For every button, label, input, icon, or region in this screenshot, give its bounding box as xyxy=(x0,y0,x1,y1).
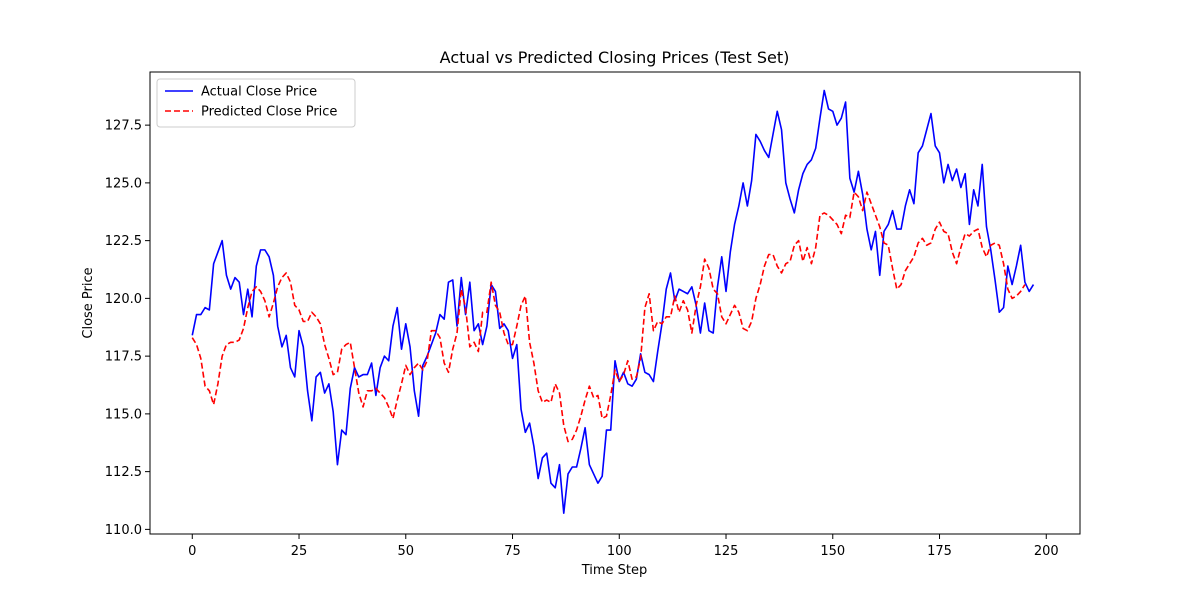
chart-title: Actual vs Predicted Closing Prices (Test… xyxy=(440,48,790,67)
y-tick-label: 115.0 xyxy=(105,407,142,422)
y-tick-label: 125.0 xyxy=(105,176,142,191)
series-line-predicted xyxy=(191,191,1026,443)
x-tick-label: 75 xyxy=(504,544,521,559)
x-tick-label: 200 xyxy=(1034,544,1059,559)
x-tick-label: 125 xyxy=(714,544,739,559)
legend: Actual Close Price Predicted Close Price xyxy=(156,78,356,128)
legend-box xyxy=(156,78,356,128)
y-tick-label: 112.5 xyxy=(105,465,142,480)
series-layer xyxy=(191,89,1035,515)
x-tick-label: 50 xyxy=(397,544,414,559)
x-tick-label: 100 xyxy=(607,544,632,559)
x-tick-label: 25 xyxy=(291,544,308,559)
y-axis: 110.0 112.5 115.0 117.5 120.0 122.5 125.0 127.5 xyxy=(105,119,150,538)
x-tick-label: 175 xyxy=(927,544,952,559)
series-line-actual xyxy=(191,89,1035,515)
x-tick-label: 150 xyxy=(820,544,845,559)
plot-frame xyxy=(149,71,1081,535)
legend-entry-label: Predicted Close Price xyxy=(201,105,337,120)
y-tick-label: 117.5 xyxy=(105,350,142,365)
x-tick-label: 0 xyxy=(188,544,196,559)
y-axis-label: Close Price xyxy=(81,267,96,338)
plot-area xyxy=(149,71,1081,535)
y-tick-label: 122.5 xyxy=(105,234,142,249)
y-tick-label: 110.0 xyxy=(105,523,142,538)
y-tick-label: 120.0 xyxy=(105,292,142,307)
legend-entry-label: Actual Close Price xyxy=(201,85,317,100)
x-axis-label: Time Step xyxy=(581,563,648,578)
y-tick-label: 127.5 xyxy=(105,119,142,134)
x-axis: 0 25 50 75 100 125 150 175 200 xyxy=(188,534,1059,559)
